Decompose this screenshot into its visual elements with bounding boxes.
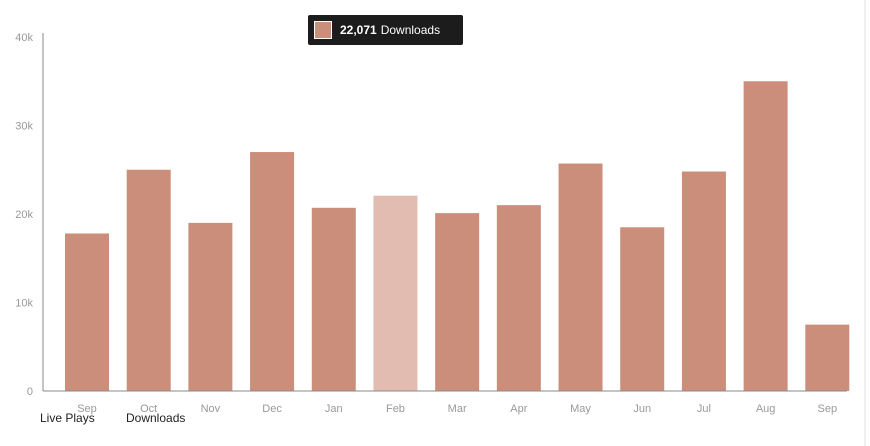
bar[interactable] — [373, 195, 418, 391]
y-tick-label: 40k — [15, 32, 33, 44]
x-tick-label: Nov — [201, 403, 221, 415]
bar[interactable] — [188, 222, 233, 391]
chart-tooltip: 22,071 Downloads — [308, 15, 463, 45]
y-tick-label: 20k — [15, 209, 33, 221]
y-tick-label: 0 — [27, 386, 33, 398]
tab-live-plays[interactable]: Live Plays — [40, 411, 95, 425]
x-tick-label: Apr — [510, 403, 527, 415]
x-tick-label: Oct — [140, 403, 157, 415]
bar[interactable] — [65, 233, 109, 391]
x-tick-label: May — [570, 403, 591, 415]
bar[interactable] — [620, 227, 665, 391]
x-tick-label: Dec — [262, 403, 282, 415]
bar[interactable] — [496, 205, 541, 391]
x-tick-label: Mar — [448, 403, 467, 415]
tooltip-color-swatch — [314, 21, 332, 39]
bar[interactable] — [250, 152, 295, 391]
chart-panel-border — [864, 0, 866, 446]
bar[interactable] — [805, 324, 850, 391]
bar[interactable] — [681, 171, 726, 391]
x-tick-label: Jun — [633, 403, 651, 415]
tooltip-label: Downloads — [380, 23, 441, 37]
x-tick-label: Jul — [697, 403, 711, 415]
tab-downloads[interactable]: Downloads — [126, 411, 186, 425]
x-tick-label: Feb — [386, 403, 405, 415]
x-tick-label: Jan — [325, 403, 343, 415]
bar[interactable] — [558, 163, 603, 391]
bar[interactable] — [435, 213, 480, 391]
x-tick-label: Sep — [77, 403, 97, 415]
x-tick-label: Sep — [818, 403, 838, 415]
x-tick-label: Aug — [756, 403, 776, 415]
y-tick-label: 10k — [15, 298, 33, 310]
bar[interactable] — [311, 207, 356, 391]
bar[interactable] — [743, 81, 788, 391]
bar[interactable] — [126, 169, 171, 391]
y-tick-label: 30k — [15, 121, 33, 133]
tooltip-value: 22,071 — [340, 23, 377, 37]
